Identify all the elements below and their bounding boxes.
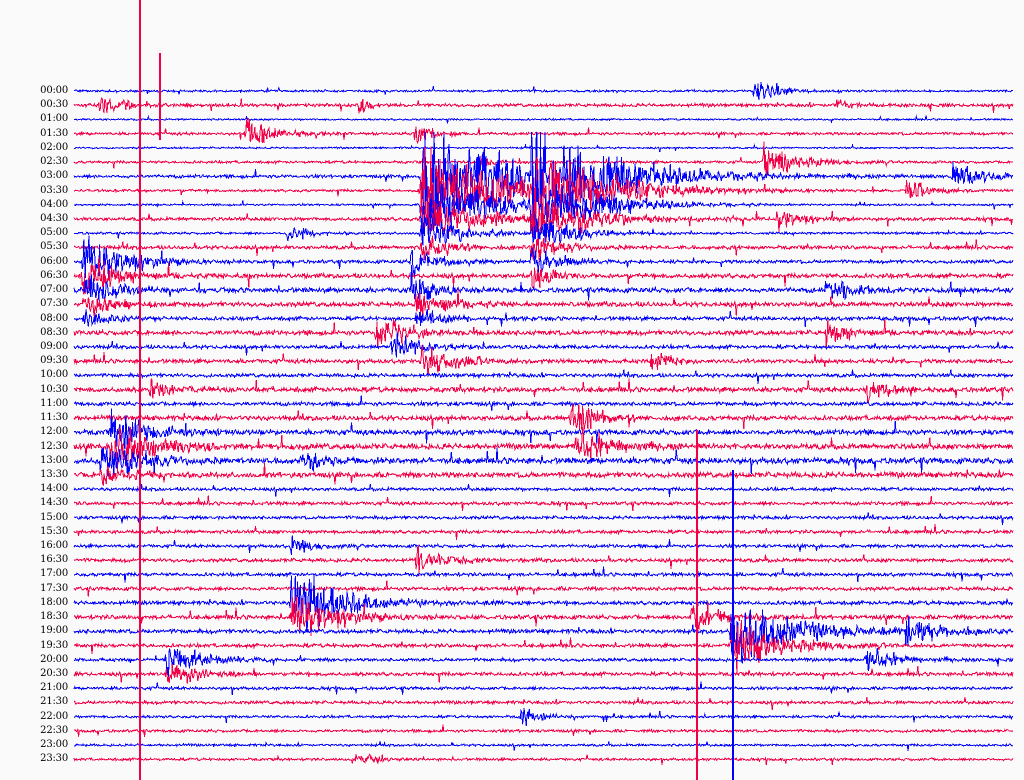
time-axis-label: 20:30 <box>40 668 68 680</box>
time-axis-label: 05:00 <box>40 227 68 239</box>
trace-row <box>73 132 1014 221</box>
time-axis-label: 05:30 <box>40 241 68 253</box>
time-axis-label: 16:00 <box>40 540 68 552</box>
trace-row <box>73 264 1014 302</box>
time-axis-label: 10:00 <box>40 369 68 381</box>
time-axis-label: 09:30 <box>40 355 68 367</box>
time-axis-label: 08:00 <box>40 312 68 324</box>
trace-row <box>73 118 1014 144</box>
trace-row <box>73 681 1014 695</box>
time-axis-label: 06:00 <box>40 255 68 267</box>
trace-row <box>73 186 1013 252</box>
trace-row <box>73 215 1014 246</box>
trace-row <box>74 81 1013 100</box>
time-axis-label: 04:30 <box>40 212 68 224</box>
trace-row <box>73 544 1014 576</box>
time-axis-label: 00:00 <box>40 85 68 96</box>
trace-row <box>73 566 1013 583</box>
trace-row <box>73 309 1014 327</box>
time-axis-label: 01:30 <box>40 127 68 139</box>
trace-row <box>73 235 1014 261</box>
time-axis-label: 08:30 <box>40 326 68 338</box>
time-axis-label: 03:00 <box>40 170 68 182</box>
trace-row <box>73 575 1014 633</box>
time-axis-label: 20:00 <box>40 653 68 665</box>
trace-row <box>73 483 1014 497</box>
time-axis-label: 02:30 <box>40 156 68 168</box>
time-axis-label: 13:30 <box>40 468 68 480</box>
trace-row <box>73 462 1014 487</box>
trace-row <box>73 332 1014 358</box>
time-axis-label: 17:30 <box>40 582 68 594</box>
time-axis-label: 19:30 <box>40 639 68 651</box>
time-axis-label: 06:30 <box>40 269 68 281</box>
time-axis-label: 15:00 <box>40 511 68 523</box>
trace-row <box>73 369 1014 384</box>
time-axis-label: 01:00 <box>40 113 68 125</box>
time-axis-label: 21:30 <box>40 696 68 708</box>
time-axis-label: 14:30 <box>40 497 68 509</box>
trace-row <box>73 408 1014 450</box>
trace-row <box>73 235 1014 280</box>
trace-row <box>73 609 1014 664</box>
trace-row <box>73 404 1014 431</box>
trace-row <box>73 613 1014 675</box>
trace-row <box>73 524 1014 540</box>
time-axis-label: 17:00 <box>40 568 68 580</box>
trace-row <box>73 378 1014 404</box>
time-axis-label: 11:00 <box>40 397 68 409</box>
trace-row <box>73 114 1014 124</box>
trace-row <box>73 753 1014 765</box>
trace-row <box>73 395 1014 411</box>
time-axis-label: 04:00 <box>40 198 68 210</box>
trace-row <box>74 740 1014 751</box>
trace-row <box>73 288 1014 320</box>
time-axis-label: 07:00 <box>40 284 68 296</box>
time-axis-label: 13:00 <box>40 454 68 466</box>
trace-row <box>73 426 1014 472</box>
trace-row <box>73 345 1014 377</box>
trace-row <box>73 257 1014 295</box>
trace-row <box>73 647 1014 680</box>
time-axis-label: 22:30 <box>40 724 68 736</box>
trace-row <box>73 512 1014 526</box>
trace-row <box>73 707 1013 726</box>
time-axis-label: 02:00 <box>40 141 68 153</box>
time-axis-label: 12:00 <box>40 426 68 438</box>
time-axis-label: 09:00 <box>40 340 68 352</box>
time-axis-label: 16:30 <box>40 554 68 566</box>
trace-row <box>73 447 1014 477</box>
trace-row <box>73 143 1014 153</box>
trace-row <box>73 595 1014 636</box>
time-axis-label: 18:00 <box>40 596 68 608</box>
time-axis-label: 11:30 <box>40 412 68 424</box>
trace-row <box>73 495 1014 511</box>
trace-row <box>73 96 1014 114</box>
time-axis-label: 23:00 <box>40 739 68 751</box>
time-axis-label: 14:00 <box>40 483 68 495</box>
time-axis-label: 03:30 <box>40 184 68 196</box>
trace-row <box>73 319 1014 349</box>
time-axis-label: 00:30 <box>40 99 68 111</box>
trace-row <box>74 724 1014 737</box>
time-axis-label: 07:30 <box>40 298 68 310</box>
time-axis-label: 19:00 <box>40 625 68 637</box>
trace-row <box>73 535 1014 556</box>
time-axis-label: 12:30 <box>40 440 68 452</box>
time-axis-label: 21:00 <box>40 682 68 694</box>
time-axis-label: 10:30 <box>40 383 68 395</box>
trace-row <box>73 580 1014 597</box>
trace-row <box>73 663 1014 684</box>
trace-row <box>73 697 1014 711</box>
time-axis-label: 23:30 <box>40 753 68 765</box>
time-axis-label: 18:30 <box>40 611 68 623</box>
time-axis-label: 15:30 <box>40 525 68 537</box>
time-axis-label: 22:00 <box>40 710 68 722</box>
trace-row <box>73 146 1014 235</box>
